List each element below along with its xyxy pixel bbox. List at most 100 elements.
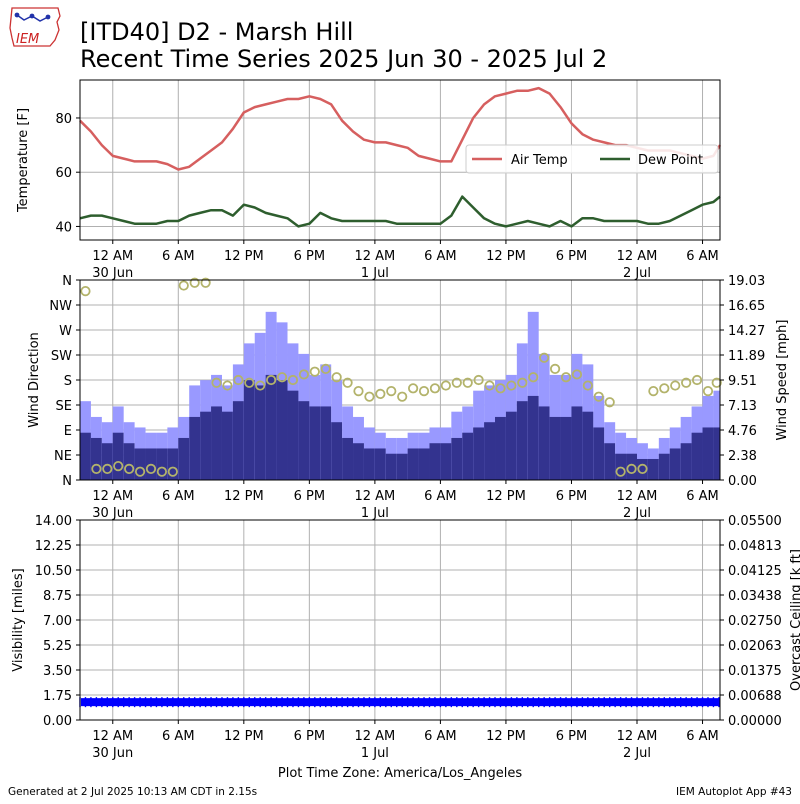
wind-speed-bar — [604, 443, 616, 480]
x-tick-label: 12 AM — [354, 249, 395, 264]
ceiling-tick-label: 0.03438 — [728, 589, 782, 604]
wind-direction-point — [528, 372, 539, 383]
ceiling-tick-label: 0.01375 — [728, 664, 782, 679]
x-date-label: 1 Jul — [361, 746, 389, 761]
wind-direction-point — [549, 363, 561, 374]
wind-direction-point — [626, 463, 637, 474]
x-tick-label: 6 AM — [686, 249, 719, 264]
ceiling-y-ticks: 0.00000 0.00688 0.01375 0.02063 0.02750 0.034… — [720, 514, 782, 729]
x-date-label: 30 Jun — [92, 506, 133, 521]
x-tick-label: 6 AM — [424, 489, 457, 504]
visibility-tick-label: 3.50 — [43, 664, 72, 679]
wind-speed-bar — [484, 422, 496, 480]
wind-direction-point — [517, 377, 528, 388]
wind-direction-point — [484, 380, 495, 391]
wind-direction-point — [124, 463, 135, 474]
wind-direction-point — [418, 386, 430, 397]
wind-speed-bar — [254, 385, 266, 480]
wind-speed-bar — [353, 443, 364, 480]
wind-speed-bar — [560, 416, 572, 480]
ceiling-tick-label: 0.02063 — [728, 639, 782, 654]
speed-tick-label: 2.38 — [728, 449, 757, 464]
direction-tick-label: SE — [56, 399, 72, 414]
wind-speed-ticks: 0.00 2.38 4.76 7.13 9.51 11.89 14.27 16.65 19.03 — [720, 274, 765, 489]
x-tick-label: 6 AM — [686, 489, 719, 504]
x-date-label: 30 Jun — [92, 746, 133, 761]
wind-direction-point — [244, 377, 255, 388]
wind-speed-bar — [156, 448, 168, 480]
wind-speed-bar — [680, 443, 692, 480]
wind-speed-bar — [636, 458, 648, 480]
wind-panel: N NE E SE S SW W NW N 0.00 2.38 4.76 7.13 9.51 11.89 1… — [27, 274, 790, 521]
wind-direction-point — [102, 463, 113, 474]
wind-direction-point — [167, 466, 178, 477]
wind-speed-bar — [309, 406, 321, 480]
wind-speed-bar — [702, 427, 714, 480]
direction-tick-label: SW — [51, 349, 72, 364]
y-tick-label: 80 — [55, 112, 72, 127]
network-node-icon — [14, 12, 20, 18]
wind-speed-bar — [123, 443, 135, 480]
generated-note: Generated at 2 Jul 2025 10:13 AM CDT in … — [8, 786, 257, 798]
wind-speed-bar — [342, 437, 354, 480]
wind-direction-point — [375, 388, 386, 399]
speed-tick-label: 11.89 — [728, 349, 765, 364]
network-node-icon — [29, 13, 35, 19]
legend-dew-point-label: Dew Point — [638, 153, 703, 168]
wind-bars — [80, 311, 720, 480]
x-tick-label: 6 PM — [294, 489, 325, 504]
wind-speed-bar — [473, 427, 485, 480]
ceiling-y-label: Overcast Ceiling [k ft] — [789, 549, 800, 691]
wind-speed-bar — [593, 427, 605, 480]
wind-direction-point — [539, 352, 550, 363]
wind-direction-point — [691, 374, 703, 386]
x-tick-label: 12 AM — [92, 489, 133, 504]
speed-tick-label: 0.00 — [728, 474, 757, 489]
wind-speed-bar — [462, 432, 474, 480]
wind-speed-bar — [232, 401, 244, 480]
speed-tick-label: 4.76 — [728, 424, 757, 439]
wind-speed-bar — [495, 416, 506, 480]
x-tick-label: 12 AM — [354, 489, 395, 504]
temperature-frame — [79, 79, 721, 241]
wind-speed-bar — [363, 448, 375, 480]
wind-speed-bar — [571, 406, 583, 480]
x-date-label: 1 Jul — [361, 506, 389, 521]
wind-direction-point — [397, 391, 408, 402]
wind-speed-bar — [669, 448, 681, 480]
wind-speed-bar — [80, 432, 91, 480]
wind-direction-point — [408, 383, 419, 394]
wind-direction-point — [266, 374, 277, 386]
ceiling-tick-label: 0.04813 — [728, 539, 782, 554]
wind-speed-bar — [265, 374, 277, 480]
wind-speed-bar — [505, 411, 517, 480]
direction-tick-label: W — [59, 324, 72, 339]
wind-direction-point — [451, 377, 462, 388]
wind-speed-bar — [211, 406, 222, 480]
wind-direction-point — [255, 380, 266, 391]
ceiling-tick-label: 0.04125 — [728, 564, 782, 579]
wind-direction-point — [342, 377, 353, 388]
wind-speed-bar — [287, 390, 299, 480]
speed-tick-label: 14.27 — [728, 324, 765, 339]
x-tick-label: 6 AM — [162, 729, 195, 744]
wind-direction-point — [604, 397, 615, 408]
wind-speed-bar — [691, 432, 703, 480]
temperature-x-ticks: 12 AM 30 Jun 6 AM 12 PM 6 PM 12 AM 1 Jul 6 AM 12… — [92, 240, 719, 281]
wind-speed-bar — [658, 453, 670, 480]
wind-speed-bar — [320, 406, 332, 480]
x-date-label: 2 Jul — [623, 746, 651, 761]
x-tick-label: 6 PM — [294, 729, 325, 744]
wind-speed-bar — [407, 448, 419, 480]
wind-direction-point — [200, 277, 211, 288]
temperature-panel: Air Temp Dew Point 40 60 80 12 AM 30 Jun 6 A… — [16, 79, 722, 281]
wind-direction-point — [702, 386, 714, 397]
x-tick-label: 12 PM — [486, 729, 526, 744]
x-tick-label: 6 PM — [556, 249, 587, 264]
visibility-tick-label: 5.25 — [43, 639, 72, 654]
wind-speed-bar — [582, 411, 594, 480]
wind-direction-point — [462, 377, 473, 388]
wind-speed-bar — [396, 453, 408, 480]
wind-speed-bar — [626, 453, 637, 480]
dew-point-line — [79, 195, 721, 228]
